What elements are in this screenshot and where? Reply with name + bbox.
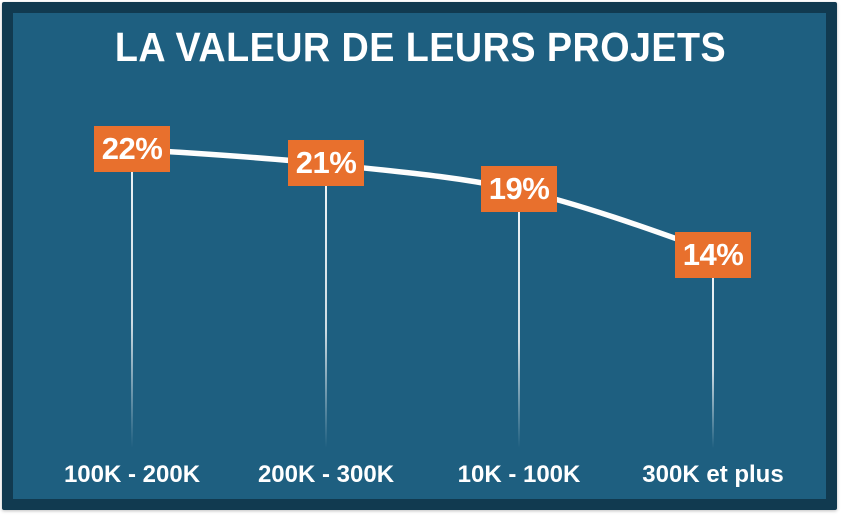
value-badge: 21% — [288, 140, 364, 186]
drop-line — [325, 185, 327, 448]
value-badge: 22% — [94, 126, 170, 172]
category-label: 200K - 300K — [257, 461, 395, 488]
chart-title: LA VALEUR DE LEURS PROJETS — [114, 24, 727, 70]
percent-label: 19% — [488, 171, 550, 206]
drop-line — [131, 171, 133, 448]
drop-line — [712, 277, 714, 448]
value-badge: 19% — [481, 166, 557, 212]
drop-line — [518, 212, 520, 448]
value-badge: 14% — [675, 232, 751, 278]
category-label: 10K - 100K — [457, 461, 581, 488]
percent-label: 21% — [295, 145, 357, 180]
category-label: 100K - 200K — [63, 461, 201, 488]
percent-label: 22% — [101, 131, 163, 166]
category-label: 300K et plus — [642, 461, 784, 488]
percent-label: 14% — [682, 237, 744, 272]
